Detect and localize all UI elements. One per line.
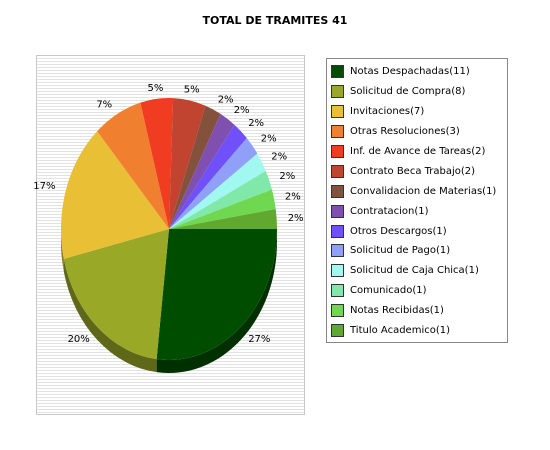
legend-item: Inf. de Avance de Tareas(2) (331, 142, 503, 162)
pie-label-6: 2% (218, 94, 234, 105)
legend-swatch (331, 264, 344, 278)
legend-label: Comunicado(1) (350, 285, 427, 297)
pie-label-0: 27% (248, 334, 270, 345)
legend-label: Inf. de Avance de Tareas(2) (350, 146, 486, 157)
pie-label-1: 20% (68, 334, 90, 345)
legend-item: Contrato Beca Trabajo(2) (331, 161, 503, 181)
pie-labels: 27%20%17%7%5% 5%2%2%2%2%2%2%2%2% (33, 83, 303, 345)
chart-title: TOTAL DE TRAMITES 41 (202, 14, 348, 27)
legend-label: Notas Recibidas(1) (350, 305, 444, 317)
legend-swatch (331, 85, 344, 99)
pie-label-5: 5% (184, 85, 200, 96)
legend-label: Solicitud de Caja Chica(1) (350, 265, 479, 277)
legend-item: Comunicado(1) (331, 281, 503, 301)
pie-slice-11 (169, 170, 272, 229)
legend-swatch (331, 164, 344, 178)
pie-slices (60, 98, 277, 360)
legend-item: Invitaciones(7) (331, 102, 503, 122)
legend-label: Titulo Academico(1) (350, 325, 451, 337)
pie-slice-3 (97, 102, 169, 229)
pie-slice-13 (169, 209, 277, 229)
legend-swatch (331, 65, 344, 79)
pie-slice-1 (63, 229, 169, 360)
legend-label: Solicitud de Compra(8) (350, 86, 466, 98)
pie-slice-9 (169, 138, 258, 229)
legend-swatch (331, 284, 344, 298)
legend-item: Otros Descargos(1) (331, 221, 503, 241)
legend-label: Otras Resoluciones(3) (350, 126, 460, 138)
legend-label: Contrato Beca Trabajo(2) (350, 165, 476, 177)
legend-swatch (331, 145, 344, 158)
legend-swatch (331, 105, 344, 119)
legend-swatch (331, 244, 344, 258)
legend-swatch (331, 184, 344, 198)
legend-label: Convalidacion de Materias(1) (350, 185, 497, 197)
pie-label-12: 2% (285, 192, 301, 203)
pie-slice-2 (60, 131, 169, 259)
pie-slice-7 (169, 113, 235, 229)
legend-swatch (331, 125, 344, 139)
pie-slice-0 (156, 229, 277, 360)
legend-item: Otras Resoluciones(3) (331, 122, 503, 142)
legend-item: Titulo Academico(1) (331, 321, 503, 341)
legend-swatch (331, 204, 344, 218)
legend-label: Notas Despachadas(11) (350, 66, 470, 78)
legend-item: Solicitud de Compra(8) (331, 82, 503, 102)
legend-label: Otros Descargos(1) (350, 225, 447, 237)
legend: Notas Despachadas(11) Solicitud de Compra… (326, 58, 508, 344)
pie-label-3: 7% (96, 99, 112, 110)
legend-swatch (331, 324, 344, 338)
legend-item: Solicitud de Caja Chica(1) (331, 261, 503, 281)
pie-label-13: 2% (288, 213, 304, 224)
pie-side-2 (61, 229, 64, 272)
pie-label-2: 17% (33, 181, 55, 192)
legend-label: Invitaciones(7) (350, 106, 425, 118)
legend-item: Contratacion(1) (331, 201, 503, 221)
legend-item: Convalidacion de Materias(1) (331, 181, 503, 201)
pie-label-11: 2% (279, 171, 295, 182)
pie-label-9: 2% (261, 134, 277, 145)
legend-label: Solicitud de Pago(1) (350, 245, 451, 257)
pie-label-4: 5% (147, 83, 163, 94)
legend-swatch (331, 224, 344, 238)
pie-label-8: 2% (248, 118, 264, 129)
legend-label: Contratacion(1) (350, 205, 429, 217)
pie-slice-12 (169, 189, 276, 229)
legend-item: Notas Despachadas(11) (331, 62, 503, 82)
pie-slice-10 (169, 153, 266, 229)
legend-item: Solicitud de Pago(1) (331, 241, 503, 261)
pie-side-1 (63, 258, 157, 373)
legend-swatch (331, 304, 344, 318)
pie-slice-8 (169, 124, 247, 229)
pie-depth (61, 229, 277, 373)
legend-item: Notas Recibidas(1) (331, 301, 503, 321)
pie-label-10: 2% (271, 151, 287, 162)
pie-slice-5 (169, 98, 206, 229)
pie-label-7: 2% (234, 105, 250, 116)
pie-slice-6 (169, 105, 221, 229)
pie-slice-4 (140, 98, 174, 229)
